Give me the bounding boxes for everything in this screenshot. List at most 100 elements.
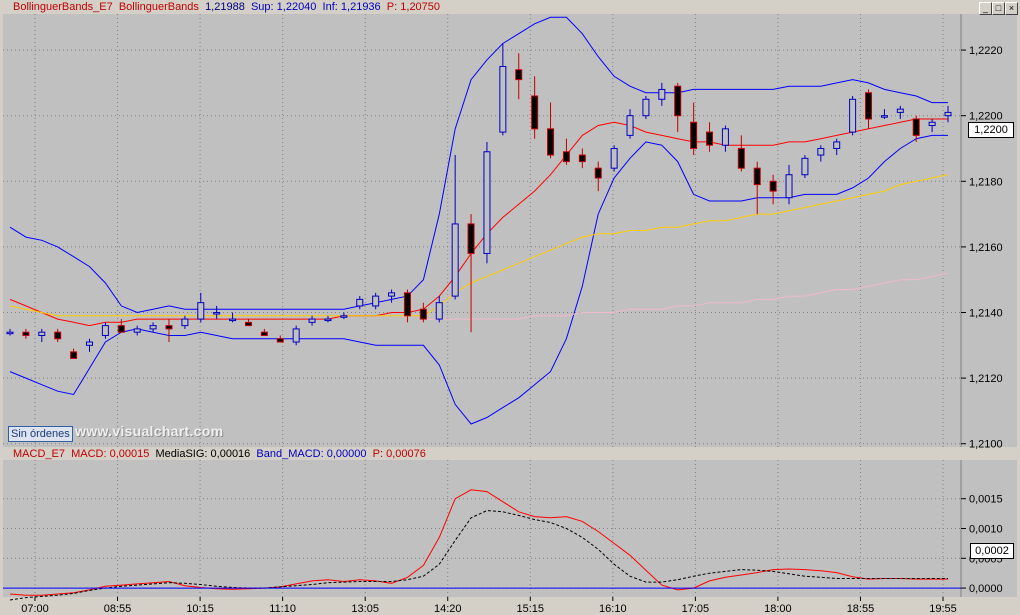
minimize-button[interactable]: _ [979,2,992,15]
candle [165,319,173,343]
candle-body-up [101,325,109,336]
signal-label: MediaSIG: [155,448,208,460]
macd-axis[interactable] [961,460,1017,597]
series-sup [9,16,948,314]
price-p-value: 1,20750 [400,1,441,13]
candle [912,115,920,142]
candle-body-up [499,65,507,133]
candle [70,348,78,359]
price-plot-area[interactable] [3,14,961,447]
price-axis[interactable] [961,14,1017,447]
series-media-muy-larga [423,272,949,320]
candle-body-up [849,98,857,133]
candle [658,82,666,106]
candle [38,328,46,343]
candle-body-up [435,302,443,320]
candle [578,148,586,169]
candle [6,328,14,336]
candle [483,141,491,264]
candle [419,302,427,323]
time-tick-label: 19:55 [929,603,957,615]
time-tick-label: 14:20 [434,603,462,615]
candle [149,322,157,333]
candle-body-down [244,321,252,327]
candle [292,325,300,346]
orders-button[interactable]: Sin órdenes [8,426,73,442]
candle [642,96,650,119]
candle-body-down [260,331,268,336]
candle-body-up [658,88,666,100]
candle-body-up [896,108,904,113]
time-tick-label: 07:00 [21,603,49,615]
candle-body-up [6,331,14,335]
candle [515,53,523,100]
candle-body-down [706,131,714,146]
candle [531,76,539,139]
candle-body-down [547,128,555,156]
candle [721,125,729,152]
price-tick-label: 1,2220 [969,45,1003,57]
candle [85,338,93,352]
macd-p-label: P: [372,448,384,460]
candle [785,164,793,205]
candle [101,322,109,339]
candle-body-up [324,318,332,322]
candle-body-down [419,308,427,320]
candle-body-up [785,174,793,199]
price-tick-label: 1,2120 [969,373,1003,385]
candle [403,289,411,323]
candle [435,296,443,323]
candle-body-up [85,341,93,346]
candle [324,315,332,323]
price-tick-label: 1,2200 [969,111,1003,123]
series-mediasig [9,510,948,601]
candle [547,102,555,159]
candle-body-up [292,328,300,343]
time-tick-label: 17:05 [682,603,710,615]
candle-body-up [944,111,952,117]
candle [626,109,634,139]
candle [372,292,380,310]
candle [833,138,841,156]
candle [753,161,761,215]
signal-value: 0,00016 [210,448,251,460]
price-tick-label: 1,2140 [969,308,1003,320]
candle [213,305,221,320]
candle-body-up [483,151,491,254]
time-tick-label: 10:15 [186,603,214,615]
time-tick-label: 11:10 [269,603,296,615]
candlesticks [6,43,952,359]
candle-body-up [388,292,396,297]
candle [737,135,745,172]
watermark: www.visualchart.com [75,423,224,439]
candle-body-down [531,95,539,130]
candle [133,325,141,336]
panel-splitter[interactable] [0,447,1020,460]
candle-body-up [626,115,634,136]
time-tick-label: 08:55 [104,603,132,615]
macd-gridlines [3,460,961,597]
candle [896,105,904,119]
macd-plot-area[interactable] [3,460,961,597]
candle-body-down [165,325,173,330]
candle-body-down [912,118,920,136]
candle-body-up [451,223,459,297]
candle-body-up [213,312,221,315]
candle [308,315,316,326]
time-tick-label: 13:05 [351,603,379,615]
close-button[interactable]: × [1005,2,1018,15]
macd-series [3,489,961,601]
series-macd [9,489,948,596]
candle-body-up [928,121,936,127]
candle-body-down [562,151,570,163]
maximize-button[interactable]: □ [992,2,1005,15]
candle-body-down [690,121,698,149]
candle-body-up [197,302,205,320]
candle [674,82,682,133]
price-tick-label: 1,2100 [969,439,1003,451]
candle-body-up [308,318,316,323]
bollinger-value: 1,21988 [205,1,245,13]
candle [451,155,459,300]
candle-body-down [737,147,745,169]
candle-body-up [642,98,650,117]
